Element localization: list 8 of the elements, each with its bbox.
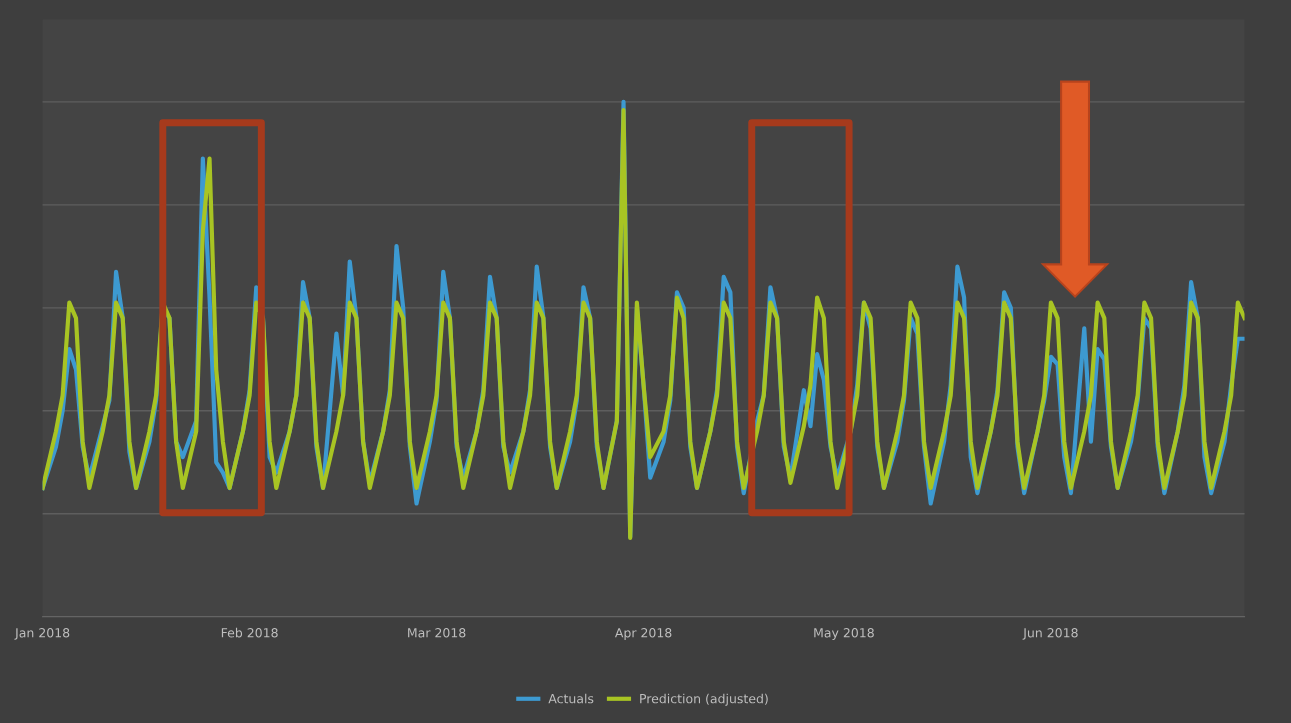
x-tick-label: Mar 2018 (408, 628, 466, 638)
x-tick-label: May 2018 (814, 628, 874, 640)
legend-label: Actuals (548, 693, 594, 704)
x-tick-label: Jan 2018 (14, 628, 70, 640)
x-tick-label: Apr 2018 (614, 628, 672, 640)
x-tick-label: Jun 2018 (1022, 628, 1078, 640)
legend-label: Prediction (adjusted) (640, 693, 768, 706)
x-tick-label: Feb 2018 (221, 627, 278, 638)
